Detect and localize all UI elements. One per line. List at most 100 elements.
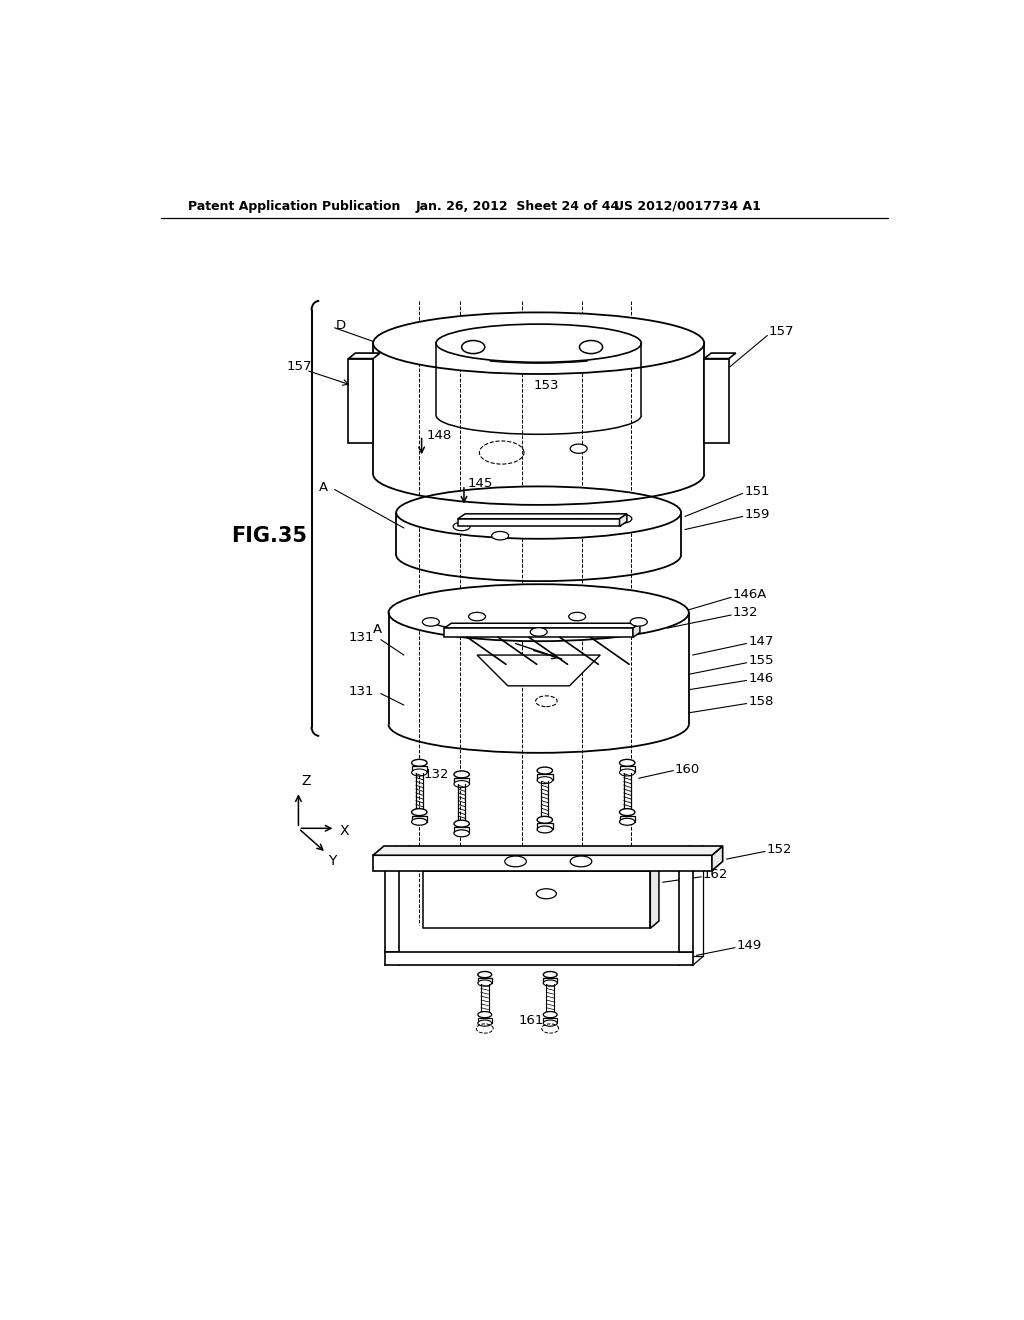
Ellipse shape	[478, 1020, 492, 1026]
Polygon shape	[712, 846, 723, 871]
Ellipse shape	[478, 972, 492, 978]
Text: Jan. 26, 2012  Sheet 24 of 44: Jan. 26, 2012 Sheet 24 of 44	[416, 199, 620, 213]
Polygon shape	[458, 513, 627, 519]
Text: 160: 160	[675, 763, 700, 776]
Text: D: D	[336, 319, 346, 333]
Ellipse shape	[505, 857, 526, 867]
Polygon shape	[423, 863, 658, 871]
Polygon shape	[385, 855, 398, 952]
Polygon shape	[650, 863, 658, 928]
Polygon shape	[444, 623, 640, 628]
Polygon shape	[458, 519, 620, 527]
Ellipse shape	[620, 770, 635, 776]
Polygon shape	[679, 855, 692, 952]
Text: 145: 145	[468, 477, 494, 490]
Text: US 2012/0017734 A1: US 2012/0017734 A1	[614, 199, 761, 213]
Ellipse shape	[544, 1020, 557, 1026]
Text: 153: 153	[534, 379, 559, 392]
Ellipse shape	[538, 776, 553, 784]
Polygon shape	[620, 816, 635, 822]
Ellipse shape	[537, 888, 556, 899]
Ellipse shape	[614, 515, 632, 523]
Ellipse shape	[544, 972, 557, 978]
Text: Patent Application Publication: Patent Application Publication	[188, 199, 400, 213]
Polygon shape	[454, 828, 469, 833]
Polygon shape	[705, 359, 729, 444]
Polygon shape	[348, 352, 380, 359]
Ellipse shape	[462, 341, 484, 354]
Ellipse shape	[620, 818, 635, 825]
Text: 157: 157	[287, 360, 312, 372]
Text: Z: Z	[301, 774, 311, 788]
Text: 159: 159	[744, 508, 770, 520]
Polygon shape	[620, 513, 627, 527]
Ellipse shape	[538, 767, 553, 774]
Text: 161: 161	[518, 1014, 544, 1027]
Polygon shape	[385, 952, 692, 965]
Text: 157: 157	[769, 325, 795, 338]
Polygon shape	[373, 846, 723, 855]
Polygon shape	[454, 777, 469, 784]
Ellipse shape	[454, 820, 469, 828]
Polygon shape	[444, 628, 633, 638]
Ellipse shape	[530, 628, 547, 636]
Ellipse shape	[373, 313, 705, 374]
Text: 132: 132	[423, 768, 449, 781]
Ellipse shape	[412, 759, 427, 767]
Ellipse shape	[478, 979, 492, 986]
Text: 131: 131	[348, 685, 374, 698]
Ellipse shape	[396, 487, 681, 539]
Text: 151: 151	[744, 484, 770, 498]
Polygon shape	[412, 816, 427, 822]
Ellipse shape	[412, 770, 427, 776]
Text: 146: 146	[749, 672, 773, 685]
Ellipse shape	[454, 771, 469, 777]
Text: FIG.35: FIG.35	[230, 525, 306, 545]
Text: 148: 148	[427, 429, 453, 442]
Polygon shape	[477, 655, 600, 686]
Polygon shape	[348, 359, 373, 444]
Ellipse shape	[388, 585, 689, 642]
Ellipse shape	[538, 826, 553, 833]
Ellipse shape	[544, 1011, 557, 1018]
Ellipse shape	[436, 325, 641, 362]
Polygon shape	[544, 1018, 557, 1023]
Text: 149: 149	[736, 939, 762, 952]
Ellipse shape	[454, 780, 469, 788]
Text: 162: 162	[702, 869, 728, 880]
Polygon shape	[412, 767, 427, 772]
Polygon shape	[478, 978, 492, 983]
Ellipse shape	[478, 1011, 492, 1018]
Ellipse shape	[544, 979, 557, 986]
Ellipse shape	[469, 612, 485, 620]
Ellipse shape	[631, 618, 647, 626]
Text: X: X	[340, 824, 349, 838]
Text: A: A	[373, 623, 382, 636]
Polygon shape	[478, 1018, 492, 1023]
Ellipse shape	[454, 523, 470, 531]
Polygon shape	[620, 767, 635, 772]
Polygon shape	[633, 623, 640, 638]
Ellipse shape	[620, 759, 635, 767]
Ellipse shape	[568, 612, 586, 620]
Ellipse shape	[568, 515, 586, 523]
Polygon shape	[538, 824, 553, 829]
Polygon shape	[373, 855, 712, 871]
Ellipse shape	[454, 830, 469, 837]
Text: 152: 152	[767, 842, 793, 855]
Ellipse shape	[412, 818, 427, 825]
Ellipse shape	[580, 341, 602, 354]
Text: 154: 154	[524, 615, 550, 628]
Ellipse shape	[412, 809, 427, 816]
Ellipse shape	[620, 809, 635, 816]
Ellipse shape	[570, 444, 587, 453]
Polygon shape	[538, 774, 553, 780]
Polygon shape	[544, 978, 557, 983]
Ellipse shape	[570, 857, 592, 867]
Polygon shape	[423, 871, 650, 928]
Ellipse shape	[536, 696, 557, 706]
Text: 147: 147	[749, 635, 773, 648]
Text: 132: 132	[733, 606, 758, 619]
Text: 131: 131	[348, 631, 374, 644]
Text: Y: Y	[328, 854, 336, 867]
